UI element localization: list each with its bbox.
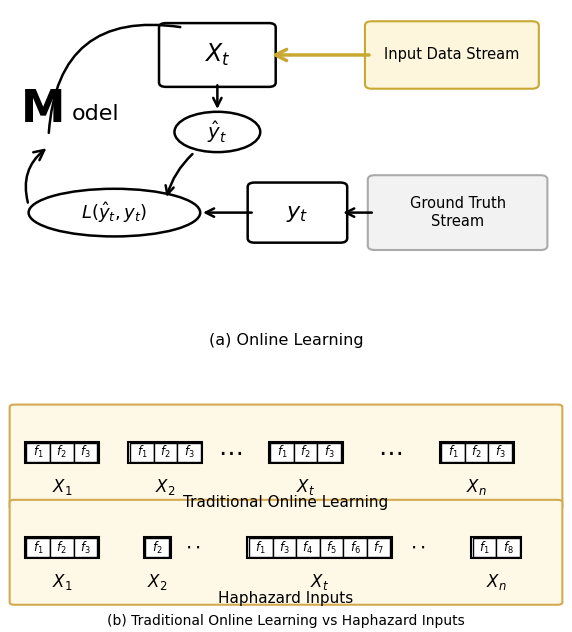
Text: $f_8$: $f_8$ [503,540,513,556]
Text: $f_2$: $f_2$ [152,540,162,556]
Bar [471,537,522,558]
Text: $X_t$: $X_t$ [204,42,231,68]
Bar [367,538,390,557]
Text: Haphazard Inputs: Haphazard Inputs [219,591,353,605]
Text: $f_2$: $f_2$ [57,444,67,461]
Bar [496,538,520,557]
Bar [50,538,74,557]
Text: odel: odel [72,104,119,124]
Bar [472,538,496,557]
FancyBboxPatch shape [368,175,547,250]
Bar [145,538,169,557]
Text: $X_n$: $X_n$ [466,477,487,497]
Bar [25,442,99,463]
Ellipse shape [29,189,200,236]
Ellipse shape [174,112,260,152]
Text: $f_2$: $f_2$ [57,540,67,556]
Text: $\cdot\cdot$: $\cdot\cdot$ [410,538,426,557]
Text: $X_1$: $X_1$ [51,572,72,592]
Text: $f_3$: $f_3$ [80,540,90,556]
Bar [154,442,177,462]
Text: (b) Traditional Online Learning vs Haphazard Inputs: (b) Traditional Online Learning vs Hapha… [107,614,465,628]
Bar [50,442,74,462]
Text: $\cdot\cdot$: $\cdot\cdot$ [185,538,201,557]
Bar [294,442,317,462]
Bar [249,538,272,557]
Text: Traditional Online Learning: Traditional Online Learning [184,495,388,510]
Bar [26,442,50,462]
Bar [25,537,99,558]
Bar [488,442,512,462]
Text: $f_2$: $f_2$ [300,444,311,461]
Text: $f_6$: $f_6$ [349,540,360,556]
Text: $f_1$: $f_1$ [33,540,43,556]
Bar [177,442,201,462]
Bar [269,442,343,463]
Bar [441,442,465,462]
Text: $f_1$: $f_1$ [33,444,43,461]
Text: $f_1$: $f_1$ [277,444,287,461]
Text: $f_3$: $f_3$ [279,540,289,556]
Bar [440,442,514,463]
Text: $X_2$: $X_2$ [156,477,176,497]
Text: $\cdots$: $\cdots$ [218,441,242,465]
Text: $f_1$: $f_1$ [448,444,458,461]
Text: $L(\hat{y}_t, y_t)$: $L(\hat{y}_t, y_t)$ [81,200,148,225]
FancyBboxPatch shape [10,404,562,509]
Bar [129,442,202,463]
Text: $X_t$: $X_t$ [296,477,315,497]
Bar [465,442,488,462]
Bar [74,538,97,557]
Text: $f_2$: $f_2$ [160,444,171,461]
Bar [343,538,367,557]
Text: $X_t$: $X_t$ [310,572,329,592]
FancyBboxPatch shape [248,183,347,243]
Text: $f_3$: $f_3$ [184,444,194,461]
Bar [26,538,50,557]
Text: $f_3$: $f_3$ [80,444,90,461]
Text: $\cdots$: $\cdots$ [378,441,402,465]
FancyBboxPatch shape [10,500,562,605]
Text: $f_3$: $f_3$ [495,444,506,461]
Text: $f_3$: $f_3$ [324,444,335,461]
Text: Ground Truth
Stream: Ground Truth Stream [410,197,506,229]
Text: $f_1$: $f_1$ [256,540,266,556]
Text: $\mathbf{M}$: $\mathbf{M}$ [20,88,62,131]
Text: $y_t$: $y_t$ [287,202,308,224]
Bar [130,442,154,462]
Text: $f_2$: $f_2$ [471,444,482,461]
Text: Input Data Stream: Input Data Stream [384,47,519,63]
FancyBboxPatch shape [365,21,539,88]
Bar [317,442,341,462]
Text: $X_n$: $X_n$ [486,572,507,592]
Bar [247,537,392,558]
Bar [271,442,294,462]
Bar [320,538,343,557]
Text: $f_1$: $f_1$ [137,444,147,461]
Text: $f_4$: $f_4$ [303,540,313,556]
Bar [272,538,296,557]
Bar [144,537,170,558]
Text: (a) Online Learning: (a) Online Learning [209,334,363,348]
Text: $\hat{y}_t$: $\hat{y}_t$ [208,119,227,145]
Text: $X_1$: $X_1$ [51,477,72,497]
Text: $X_2$: $X_2$ [147,572,167,592]
Text: $f_7$: $f_7$ [373,540,384,556]
Bar [296,538,320,557]
Text: $f_1$: $f_1$ [479,540,490,556]
Bar [74,442,97,462]
Text: $f_5$: $f_5$ [326,540,337,556]
FancyBboxPatch shape [159,23,276,87]
